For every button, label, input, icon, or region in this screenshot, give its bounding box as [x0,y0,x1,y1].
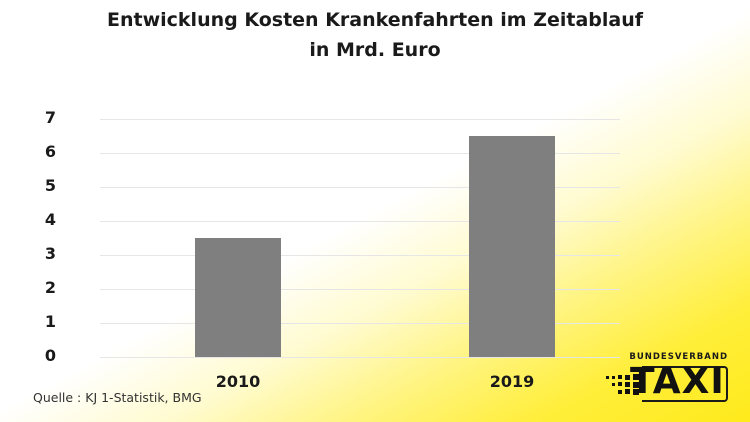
logo-tagline: BUNDESVERBAND [629,352,728,362]
source-note: Quelle : KJ 1-Statistik, BMG [33,390,202,405]
x-tick-label: 2019 [489,372,535,391]
gridline [100,357,620,358]
gridline [100,323,620,324]
y-tick-label: 0 [44,346,56,365]
y-tick-label: 4 [44,210,56,229]
x-tick-label: 2010 [215,372,261,391]
bar-2010 [195,238,281,357]
y-tick-label: 2 [44,278,56,297]
y-tick-label: 3 [44,244,56,263]
chart-title: Entwicklung Kosten Krankenfahrten im Zei… [107,9,643,31]
bar-2019 [469,136,555,357]
gridline [100,289,620,290]
logo-word: TAXI [630,361,725,402]
gridline [100,119,620,120]
gridline [100,255,620,256]
gridline [100,187,620,188]
gridline [100,221,620,222]
y-tick-label: 7 [44,108,56,127]
logo-frame [642,366,728,402]
y-tick-label: 5 [44,176,56,195]
gridline [100,153,620,154]
bundesverband-taxi-logo: BUNDESVERBAND TAXI [604,352,730,408]
y-tick-label: 1 [44,312,56,331]
speed-dots-icon [606,374,639,395]
chart-subtitle: in Mrd. Euro [309,39,441,61]
y-tick-label: 6 [44,142,56,161]
